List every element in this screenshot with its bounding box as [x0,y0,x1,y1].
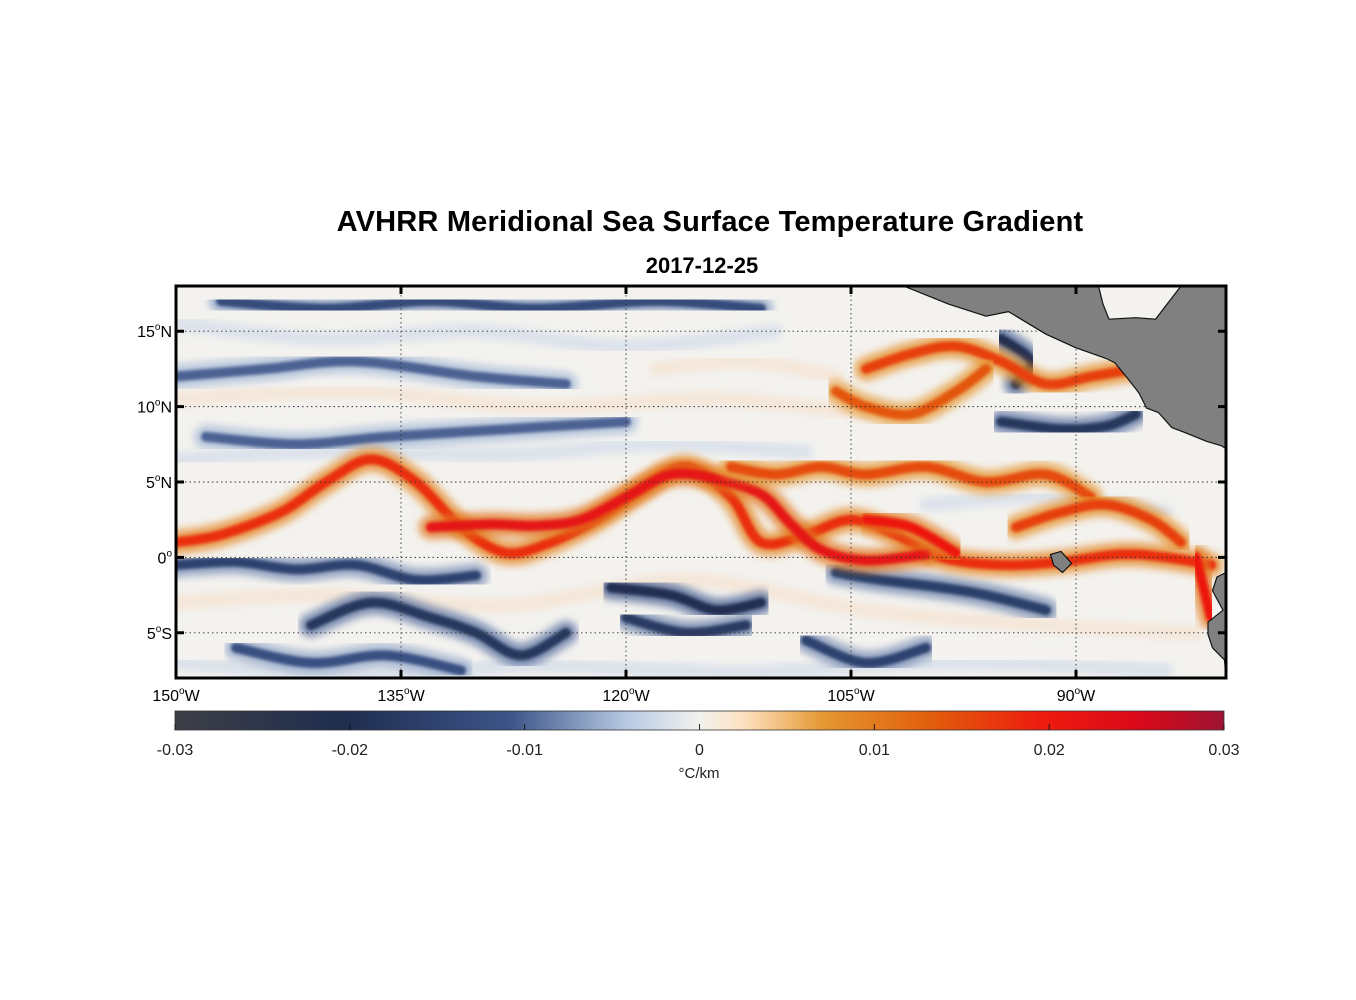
positive-gradient-front [419,461,938,573]
positive-gradient-front [854,507,968,565]
colorbar-tick-label: -0.02 [332,742,369,759]
negative-gradient-front [176,549,488,593]
background-gradient-streak [919,489,1173,520]
negative-gradient-front [614,605,758,645]
background-gradient-streak [176,655,1173,678]
y-tick-label: 10oN [137,398,172,417]
colorbar-tick-label: 0.03 [1208,742,1239,759]
positive-gradient-front [824,356,998,427]
negative-gradient-front [299,590,578,668]
graticule [176,286,1226,678]
land-south-america [1207,571,1226,678]
positive-gradient-front [719,454,1103,510]
colorbar-tick-label: 0 [695,742,704,759]
background-gradient-streak [176,316,783,354]
negative-gradient-front [209,289,773,321]
y-tick-label: 5oN [146,473,172,492]
colorbar-label: °C/km [678,765,720,782]
positive-gradient-front [1004,492,1193,555]
background-gradient-streak [649,354,843,384]
background-gradient-streak [176,384,873,422]
land-galapagos [1049,550,1073,574]
map-ocean-background [176,286,1226,678]
x-tick-label: 105oW [827,686,875,705]
map-axes: 150oW 135oW 120oW 105oW 90oW 15oN 10oN 5oN 0o 5oS [137,286,1226,705]
positive-gradient-front [176,447,1223,578]
negative-gradient-front [176,349,578,396]
x-tick-label: 120oW [602,686,650,705]
colorbar-tick-label: 0.01 [859,742,890,759]
x-tick-label: 150oW [152,686,200,705]
land-mask [902,286,1226,678]
negative-gradient-front [224,635,473,678]
sst-gradient-field [176,289,1223,678]
y-tick-label: 0o [158,548,173,567]
negative-gradient-front [989,326,1044,396]
y-tick-label: 15oN [137,322,172,341]
positive-gradient-front [854,334,1148,397]
colorbar-tick-label: -0.01 [506,742,543,759]
land-central-america [902,286,1226,450]
colorbar-ticks: -0.03 -0.02 -0.01 0 0.01 0.02 0.03 [157,724,1240,759]
colorbar-tick-label: 0.02 [1034,742,1065,759]
colorbar-tick-label: -0.03 [157,742,194,759]
negative-gradient-front [989,402,1148,442]
y-tick-label: 5oS [147,624,172,643]
x-tick-label: 90oW [1057,686,1096,705]
colorbar: -0.03 -0.02 -0.01 0 0.01 0.02 0.03 [157,710,1240,759]
negative-gradient-front [599,575,773,623]
negative-gradient-front [794,628,938,675]
chart-date: 2017-12-25 [645,253,759,278]
chart-title: AVHRR Meridional Sea Surface Temperature… [336,206,1084,238]
negative-gradient-front [824,560,1058,623]
negative-gradient-front [194,409,638,457]
positive-gradient-front [1184,545,1223,630]
colorbar-gradient [174,710,1225,731]
background-gradient-streak [176,572,1203,640]
x-tick-label: 135oW [377,686,425,705]
map-frame [174,284,1228,680]
background-gradient-streak [176,437,813,467]
